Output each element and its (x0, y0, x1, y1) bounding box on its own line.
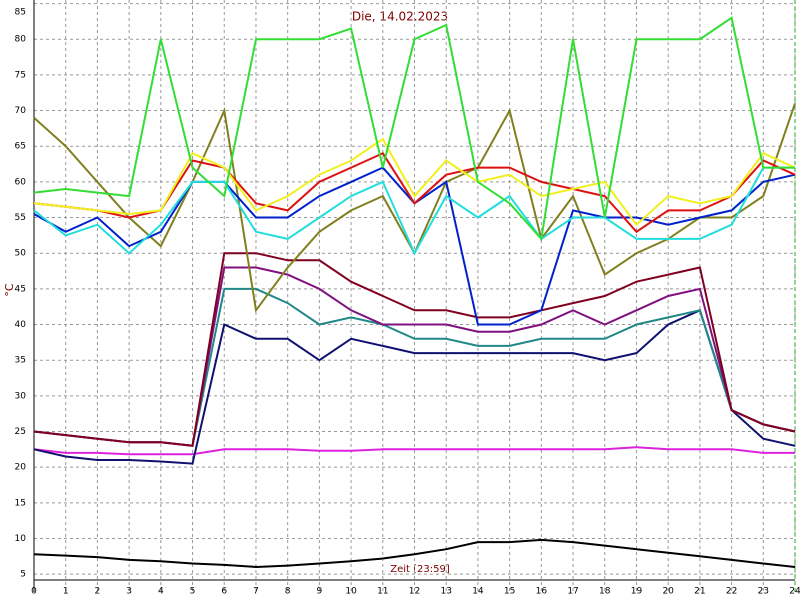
x-tick-label: 7 (253, 587, 259, 597)
y-tick-label: 85 (15, 8, 26, 18)
x-tick-label: 19 (631, 587, 643, 597)
y-tick-label: 50 (15, 249, 27, 259)
x-tick-label: 3 (126, 587, 132, 597)
y-tick-label: 65 (15, 142, 26, 152)
y-tick-label: 55 (15, 213, 26, 223)
x-tick-label: 5 (190, 587, 196, 597)
series-line (33, 252, 796, 447)
x-tick-label: 18 (599, 587, 611, 597)
y-tick-label: 80 (15, 35, 27, 45)
y-tick-label: 10 (15, 534, 27, 544)
x-axis-label: Zeit [23:59] (390, 564, 450, 575)
x-tick-label: 16 (536, 587, 548, 597)
y-tick-label: 35 (15, 356, 26, 366)
y-tick-label: 60 (15, 177, 27, 187)
x-tick-label: 22 (726, 587, 737, 597)
y-tick-label: 45 (15, 284, 26, 294)
y-axis-label: °C (3, 283, 16, 297)
x-tick-label: 23 (758, 587, 769, 597)
x-tick-label: 8 (285, 587, 291, 597)
x-tick-label: 4 (158, 587, 164, 597)
x-tick-label: 9 (317, 587, 323, 597)
y-tick-label: 75 (15, 70, 26, 80)
y-tick-label: 20 (15, 463, 27, 473)
x-tick-label: 21 (694, 587, 705, 597)
x-tick-label: 20 (662, 587, 674, 597)
series-line (33, 446, 795, 456)
series-line (33, 16, 795, 242)
x-tick-label: 14 (472, 587, 484, 597)
x-tick-label: 12 (409, 587, 420, 597)
x-tick-label: 17 (567, 587, 578, 597)
series-line (33, 166, 795, 256)
x-tick-label: 6 (221, 587, 227, 597)
x-tick-label: 13 (440, 587, 451, 597)
y-tick-label: 5 (20, 570, 26, 580)
x-tick-label: 10 (345, 587, 357, 597)
x-tick-label: 11 (377, 587, 388, 597)
series-line (33, 137, 796, 227)
y-tick-label: 30 (15, 391, 27, 401)
y-tick-label: 15 (15, 498, 26, 508)
series-line (33, 538, 796, 569)
x-tick-label: 2 (95, 587, 101, 597)
chart-title: Die, 14.02.2023 (352, 10, 448, 24)
x-tick-label: 1 (63, 587, 69, 597)
y-tick-label: 70 (15, 106, 27, 116)
series-line (33, 308, 796, 465)
y-tick-label: 25 (15, 427, 26, 437)
y-tick-label: 40 (15, 320, 27, 330)
x-tick-label: 15 (504, 587, 515, 597)
